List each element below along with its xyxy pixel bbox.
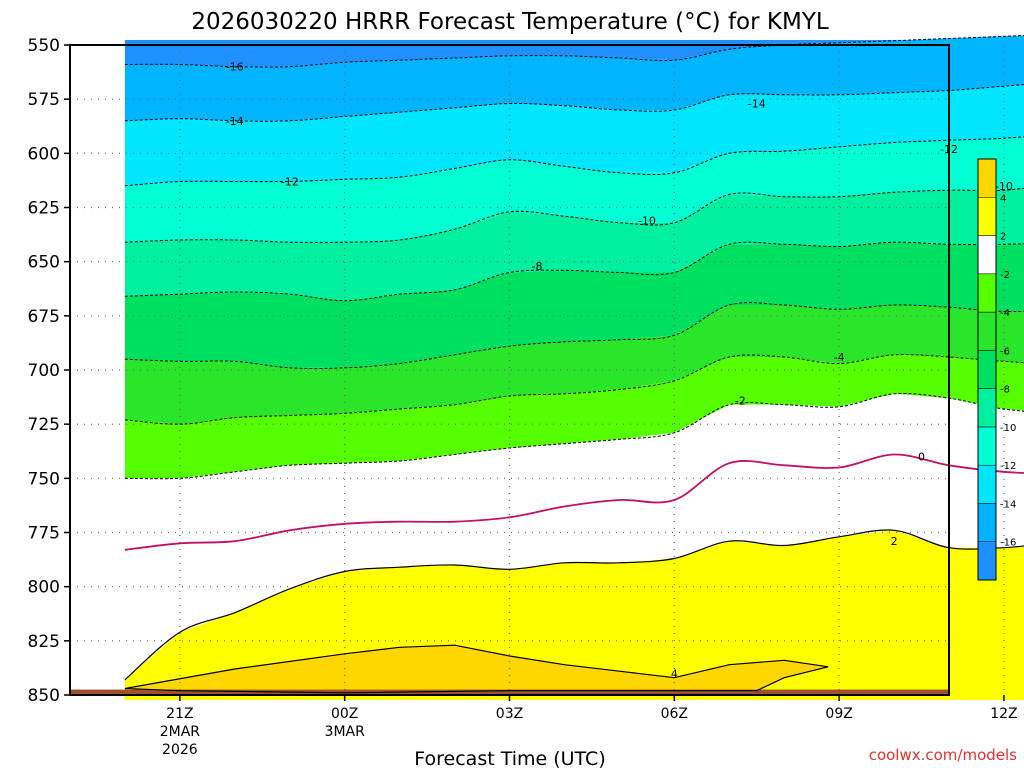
fill-band-0 [124,35,1024,67]
colorbar-swatch-0 [977,541,997,581]
colorbar-label-2: -12 [1000,461,1016,472]
fill-band-7 [124,354,1024,479]
ground-strip [70,689,949,695]
colorbar-label-7: -2 [1000,270,1010,281]
x-tick-sublabel-21Z: 2MAR [160,724,201,740]
colorbar-swatch-3 [977,426,997,466]
x-tick-label-03Z: 03Z [496,706,523,722]
fill-band-5 [124,242,1024,368]
y-tick-label-575: 575 [28,90,60,110]
fill-gt-4 [124,645,829,693]
y-tick-label-550: 550 [28,36,60,56]
colorbar-label-8: 2 [1000,232,1006,243]
y-tick-label-600: 600 [28,144,60,164]
contour-label-0: -16 [226,61,244,74]
chart-title: 2026030220 HRRR Forecast Temperature (°C… [191,9,829,35]
y-tick-label-775: 775 [28,524,60,544]
temperature-fill-bands [70,35,1024,700]
colorbar-swatch-1 [977,503,997,542]
x-axis-ticks: 21Z 2MAR 2026 00Z 3MAR 03Z 06Z 09Z 12Z [160,695,1018,758]
contour-label-4: -14 [748,98,766,111]
y-tick-label-675: 675 [28,307,60,327]
contour-line--16 [124,35,1024,68]
colorbar-swatch-5 [977,350,997,389]
y-axis-ticks: 550 575 600 625 650 675 700 725 750 775 800 825 850 [28,36,70,706]
colorbar-swatch-6 [977,311,997,351]
fill-band-9 [124,454,1024,680]
fill-band-2 [124,84,1024,186]
fill-band-6 [124,305,1024,425]
x-tick-label-12Z: 12Z [990,706,1017,722]
colorbar: -16 -14 -12 -10 -8 -6 -4 -2 2 4 [977,158,1016,581]
y-tick-label-850: 850 [28,686,60,706]
y-tick-label-800: 800 [28,578,60,598]
x-tick-label-06Z: 06Z [661,706,688,722]
contour-label-8: -4 [834,351,845,364]
x-tick-label-09Z: 09Z [825,706,852,722]
contour-label-10: 0 [918,451,925,464]
colorbar-label-0: -16 [1000,538,1016,549]
colorbar-swatch-9 [977,197,997,236]
contour-label-9: -2 [735,394,746,407]
x-tick-label-00Z: 00Z [331,706,358,722]
y-tick-label-650: 650 [28,253,60,273]
colorbar-label-6: -4 [1000,308,1010,319]
colorbar-swatch-8 [977,235,997,275]
x-tick-label-21Z: 21Z [166,706,193,722]
y-tick-label-825: 825 [28,632,60,652]
contour-label-1: -14 [226,115,244,128]
contour-label-12: 4 [671,667,678,680]
colorbar-label-4: -8 [1000,385,1010,396]
x-tick-sublabel-00Z: 3MAR [325,724,366,740]
contour-line--4 [124,354,1024,425]
colorbar-label-3: -10 [1000,423,1016,434]
contour-label-11: 2 [891,535,898,548]
fill-band-1 [124,35,1024,121]
contour-label-7: -8 [531,260,542,273]
contour-label-6: -10 [995,180,1013,193]
credit-text: coolwx.com/models [869,746,1017,764]
fill-band-8 [124,393,1024,550]
fill-band-4 [124,187,1024,301]
colorbar-label-9: 4 [1000,193,1006,204]
colorbar-swatch-10 [977,158,997,198]
fill-band-3 [124,136,1024,243]
contour-labels: -16 -14 -12 -10 -14 -12 -10 -8 -4 -2 0 2 4 [226,61,1013,681]
colorbar-swatch-7 [977,273,997,313]
y-tick-label-625: 625 [28,199,60,219]
y-tick-label-700: 700 [28,361,60,381]
x-axis-label: Forecast Time (UTC) [414,748,605,768]
y-tick-label-725: 725 [28,415,60,435]
colorbar-border [977,158,997,581]
x-tick-year-21Z: 2026 [162,742,198,758]
colorbar-swatch-2 [977,464,997,504]
contour-line-4 [124,644,829,694]
colorbar-label-1: -14 [1000,499,1016,510]
contour-label-3: -10 [638,215,656,228]
y-tick-label-750: 750 [28,469,60,489]
colorbar-label-5: -6 [1000,346,1010,357]
contour-label-2: -12 [281,176,299,189]
colorbar-swatch-4 [977,388,997,428]
